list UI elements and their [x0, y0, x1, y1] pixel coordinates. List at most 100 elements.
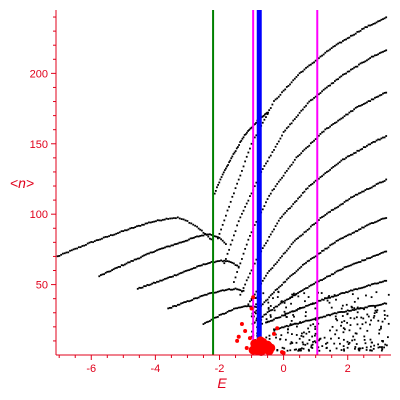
data-point: [351, 232, 354, 234]
x-tick-label: 0: [281, 363, 287, 375]
data-point: [360, 316, 363, 319]
data-point: [287, 298, 290, 301]
data-point: [268, 109, 271, 112]
data-point: [99, 274, 102, 276]
data-point: [307, 296, 310, 298]
data-point: [308, 339, 311, 341]
data-point: [374, 54, 376, 57]
data-point: [335, 298, 337, 301]
data-point: [289, 245, 291, 248]
data-point: [309, 258, 312, 260]
data-point: [383, 279, 386, 282]
data-point: [183, 301, 186, 304]
data-point: [338, 41, 341, 44]
data-point: [361, 347, 364, 350]
data-point: [268, 270, 271, 272]
data-point: [301, 332, 303, 335]
data-point: [281, 215, 283, 218]
data-point: [279, 217, 282, 220]
data-point: [346, 70, 349, 73]
data-point: [282, 326, 285, 329]
data-point: [356, 105, 359, 108]
data-point: [358, 307, 360, 310]
data-point: [311, 62, 314, 65]
data-point: [234, 187, 237, 190]
data-point: [336, 319, 339, 322]
data-point: [372, 222, 375, 224]
data-point: [369, 257, 372, 259]
data-point: [254, 123, 256, 126]
data-point: [216, 186, 218, 189]
data-point: [383, 136, 386, 139]
data-point: [70, 249, 73, 252]
data-point: [204, 322, 206, 324]
data-point: [340, 292, 343, 295]
data-point: [358, 228, 360, 231]
data-point: [331, 325, 334, 328]
data-point: [142, 223, 145, 226]
data-point: [274, 185, 277, 188]
data-point: [237, 265, 240, 268]
data-point: [205, 233, 208, 236]
data-point: [359, 307, 362, 310]
data-point: [303, 288, 306, 290]
data-point: [228, 288, 231, 290]
data-point: [366, 285, 368, 287]
data-point: [317, 93, 320, 96]
data-point: [380, 327, 382, 330]
data-point: [295, 238, 298, 241]
data-point: [191, 237, 194, 240]
data-point: [385, 49, 388, 52]
data-point: [267, 301, 270, 304]
data-point: [304, 343, 307, 346]
data-point: [127, 261, 130, 264]
data-point: [385, 250, 388, 253]
data-point: [358, 105, 360, 107]
data-point: [281, 134, 283, 137]
data-point: [351, 309, 354, 311]
data-point: [133, 258, 136, 261]
data-point: [350, 305, 353, 308]
y-tick-label: 200: [30, 68, 48, 80]
data-point: [136, 257, 139, 260]
data-point: [308, 144, 311, 147]
data-point: [160, 219, 163, 222]
data-point: [375, 220, 378, 223]
data-point: [343, 266, 346, 269]
data-point: [359, 148, 362, 151]
data-point: [310, 346, 313, 349]
data-point: [285, 249, 288, 252]
data-point: [347, 343, 350, 345]
data-point: [377, 95, 380, 98]
data-point: [56, 255, 59, 258]
data-point: [276, 348, 279, 351]
data-point: [132, 260, 134, 262]
data-point: [369, 143, 372, 146]
data-point: [356, 311, 359, 314]
data-point: [109, 234, 112, 237]
data-point: [364, 342, 367, 345]
data-point: [220, 176, 223, 178]
data-point: [342, 158, 344, 161]
data-point: [296, 325, 298, 328]
data-point: [364, 321, 367, 324]
data-point: [239, 289, 242, 292]
data-point: [273, 306, 275, 309]
data-point: [370, 23, 373, 26]
data-point: [314, 179, 317, 182]
data-point: [300, 290, 303, 292]
data-point: [304, 311, 307, 314]
data-point: [233, 192, 235, 195]
data-point: [348, 155, 351, 157]
data-point: [350, 196, 352, 199]
x-tick-label: -6: [86, 363, 96, 375]
data-point: [359, 104, 362, 107]
data-point: [324, 214, 327, 216]
data-point: [321, 175, 323, 178]
data-point: [127, 228, 130, 231]
data-point: [125, 262, 128, 265]
highlight-point: [271, 331, 276, 336]
data-point: [373, 315, 376, 317]
highlight-point: [248, 345, 258, 355]
data-point: [375, 96, 378, 99]
